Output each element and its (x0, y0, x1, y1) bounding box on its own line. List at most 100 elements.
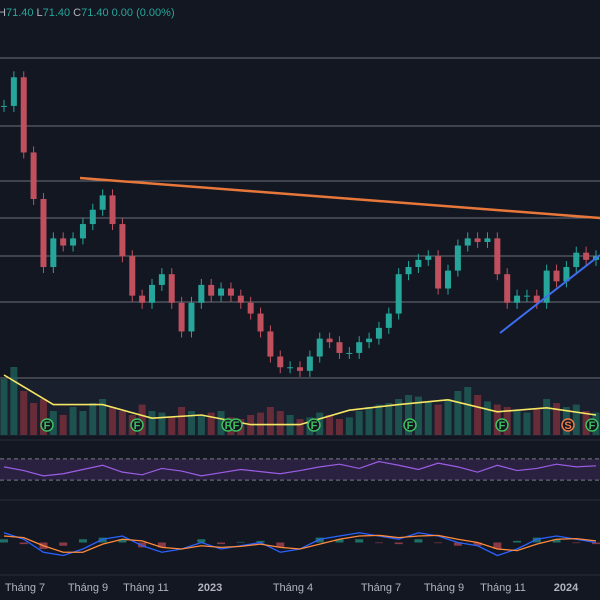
candle-body (218, 288, 225, 296)
volume-bar (296, 419, 304, 435)
volume-bar (276, 411, 284, 435)
x-axis-label: Tháng 9 (68, 582, 108, 594)
x-axis-label: Tháng 11 (123, 582, 169, 594)
x-axis-label: 2024 (554, 582, 579, 594)
volume-bar (434, 404, 442, 435)
ohlc-key: C (73, 7, 81, 19)
candle-body (435, 256, 442, 289)
candle-body (40, 199, 47, 268)
volume-bar (523, 412, 531, 435)
event-label: F (225, 420, 232, 432)
macd-histogram-bar (217, 542, 226, 545)
x-axis-label: 2023 (198, 582, 222, 594)
event-badge (40, 418, 54, 432)
ohlc-value: 71.40 (6, 7, 34, 19)
volume-bar (444, 399, 452, 435)
candle-body (158, 274, 165, 285)
candle-body (50, 238, 57, 268)
event-badge (495, 418, 509, 432)
candle-body (484, 238, 491, 242)
candle-body (247, 302, 254, 314)
volume-bar (69, 407, 77, 435)
macd-histogram-bar (394, 542, 403, 545)
candle-body (297, 367, 303, 371)
rsi-line (3, 460, 597, 477)
macd-histogram-bar (335, 539, 344, 543)
macd-histogram-bar (493, 542, 502, 549)
event-label: F (499, 420, 506, 432)
ohlc-readout: H71.40 L71.40 C71.40 0.00 (0.00%) (0, 7, 175, 19)
candle-body (514, 295, 521, 303)
level-lines (0, 57, 600, 379)
candle-body (366, 338, 373, 343)
x-axis-label: Tháng 11 (480, 582, 526, 594)
candle-body (267, 331, 274, 357)
volume-bar (385, 403, 393, 435)
candle-body (1, 105, 7, 107)
event-badge (130, 418, 144, 432)
event-badge (561, 418, 575, 432)
candle-body (237, 295, 244, 303)
volume-bar (217, 411, 225, 435)
volume-bar (158, 412, 166, 435)
macd-histogram-bar (315, 537, 324, 543)
candle-body (494, 238, 501, 275)
candle-body (277, 356, 284, 368)
volume-bar (464, 387, 472, 435)
candle-body (533, 295, 540, 303)
candle-body (20, 77, 27, 153)
macd-histogram-bar (434, 542, 443, 544)
candle-body (553, 270, 560, 282)
volume-bar (79, 411, 87, 435)
volume-bar (10, 367, 18, 435)
macd-histogram-bar (276, 542, 285, 548)
volume-bar (513, 411, 521, 435)
volume-bar (474, 395, 482, 435)
volume-bar (395, 399, 403, 435)
volume-bar (405, 395, 413, 435)
volume-bar (89, 403, 97, 435)
candle-body (385, 313, 392, 328)
volume-ma-line (3, 374, 597, 426)
macd-histogram-bar (138, 542, 147, 548)
ohlc-key: L (36, 7, 42, 19)
candle-body (30, 152, 37, 199)
volume-bar (454, 391, 462, 435)
macd-histogram-bar (552, 539, 561, 543)
volume-bar (375, 404, 383, 435)
candle-body (395, 274, 402, 314)
volume-bar (30, 403, 38, 435)
volume-bar (355, 411, 363, 435)
macd-histogram-bar (256, 540, 265, 543)
candle-body (109, 195, 116, 225)
volume-bar (148, 411, 156, 435)
candle-body (474, 238, 481, 242)
macd-histogram-bar (19, 542, 28, 545)
candle-body (346, 352, 353, 354)
volume-bar (365, 407, 373, 435)
macd-histogram-bar (473, 542, 482, 546)
event-label: F (589, 420, 596, 432)
macd-histogram-bar (414, 539, 423, 543)
candle-body (257, 313, 264, 332)
trend-line (79, 176, 600, 220)
volume-bar (414, 396, 422, 435)
candle-body (89, 209, 96, 225)
event-badge (229, 418, 243, 432)
ohlc-value: 71.40 (81, 7, 109, 19)
candle-body (543, 270, 550, 303)
volume-bar (326, 415, 334, 435)
volume-bar (187, 411, 195, 435)
candle-body (99, 195, 106, 210)
candle-body (306, 356, 313, 371)
macd-histogram-bar (572, 542, 581, 544)
macd-histogram-bar (78, 539, 87, 543)
candle-body (583, 252, 590, 260)
candle-body (425, 256, 432, 260)
macd-histogram-bar (592, 542, 600, 545)
macd-histogram-bar (532, 537, 541, 543)
event-badge (585, 418, 599, 432)
event-label: F (44, 420, 51, 432)
macd-histogram-bar (98, 537, 107, 543)
macd-histogram-bar (236, 541, 245, 543)
